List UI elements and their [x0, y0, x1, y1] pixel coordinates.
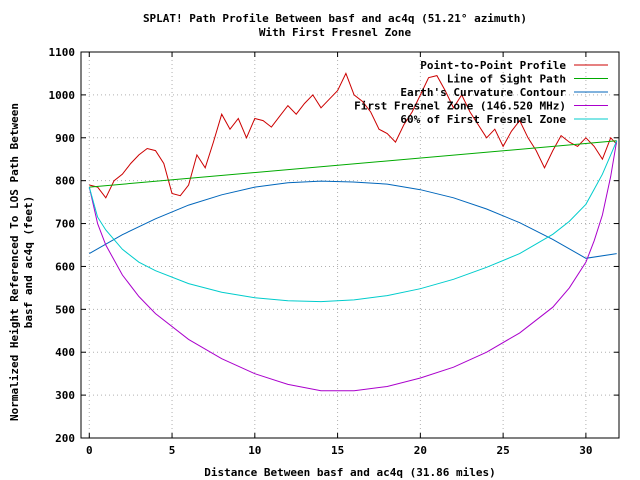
legend-label-first-fresnel-zone-146-520-mhz: First Fresnel Zone (146.520 MHz) [354, 100, 566, 113]
y-tick-label: 300 [55, 389, 75, 402]
legend-label-point-to-point-profile: Point-to-Point Profile [420, 59, 566, 72]
x-tick-label: 30 [579, 444, 592, 457]
x-tick-label: 5 [169, 444, 176, 457]
chart-title: SPLAT! Path Profile Between basf and ac4… [143, 12, 527, 25]
y-tick-label: 1100 [49, 46, 76, 59]
plot-frame [80, 51, 620, 439]
x-tick-label: 25 [496, 444, 509, 457]
y-axis-label-line2: basf and ac4q (feet) [22, 196, 35, 328]
y-tick-label: 800 [55, 175, 75, 188]
series-line-first-fresnel-zone-146-520-mhz [88, 140, 618, 392]
x-tick-label: 15 [331, 444, 344, 457]
x-tick-label: 20 [414, 444, 427, 457]
y-tick-label: 200 [55, 432, 75, 445]
series-line-60-of-first-fresnel-zone [88, 140, 618, 303]
legend-label-60-of-first-fresnel-zone: 60% of First Fresnel Zone [400, 113, 566, 126]
y-tick-label: 400 [55, 346, 75, 359]
series-line-earth-s-curvature-contour [89, 180, 617, 259]
series-line-line-of-sight-path [89, 140, 617, 188]
y-tick-label: 600 [55, 260, 75, 273]
chart-subtitle: With First Fresnel Zone [259, 26, 412, 39]
series-line-point-to-point-profile [89, 72, 618, 199]
y-tick-label: 700 [55, 218, 75, 231]
x-tick-label: 10 [248, 444, 261, 457]
tick-labels: 0 5 10 15 20 25 30 200 300 400 500 600 700 800 900 1000… [49, 46, 619, 457]
legend-label-line-of-sight-path: Line of Sight Path [447, 73, 566, 86]
legend-label-earth-s-curvature-contour: Earth's Curvature Contour [400, 86, 566, 99]
x-tick-label: 0 [86, 444, 93, 457]
y-tick-label: 500 [55, 303, 75, 316]
series-layer [88, 72, 618, 392]
y-tick-label: 900 [55, 132, 75, 145]
y-axis-label-line1: Normalized Height Referenced To LOS Path… [8, 103, 21, 421]
y-tick-label: 1000 [49, 89, 76, 102]
x-axis-label: Distance Between basf and ac4q (31.86 mi… [204, 466, 495, 479]
